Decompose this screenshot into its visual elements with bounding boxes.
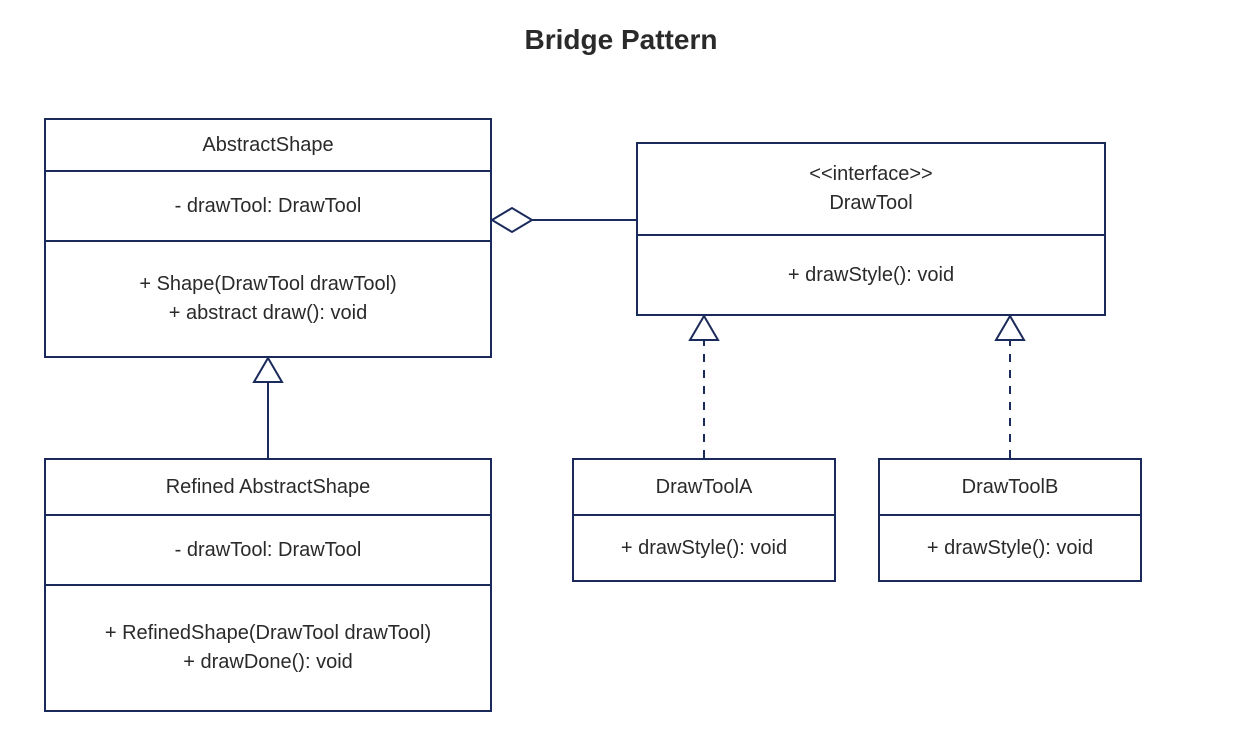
class-title: AbstractShape [202,131,333,160]
class-title: Refined AbstractShape [166,473,371,502]
connector-realization-a [690,316,718,458]
triangle-arrow-icon [690,316,718,340]
class-operation: + drawStyle(): void [788,261,954,290]
class-operation: + drawStyle(): void [927,534,1093,563]
connector-generalization [254,358,282,458]
diamond-icon [492,208,532,232]
class-draw-tool-a: DrawToolA + drawStyle(): void [572,458,836,582]
class-draw-tool-b: DrawToolB + drawStyle(): void [878,458,1142,582]
triangle-arrow-icon [996,316,1024,340]
class-operation: + abstract draw(): void [169,299,367,328]
class-draw-tool: <<interface>> DrawTool + drawStyle(): vo… [636,142,1106,316]
class-title: DrawTool [829,189,912,218]
class-attribute: - drawTool: DrawTool [175,536,362,565]
connector-realization-b [996,316,1024,458]
connector-aggregation [492,208,636,232]
class-refined-abstract-shape: Refined AbstractShape - drawTool: DrawTo… [44,458,492,712]
class-stereotype: <<interface>> [809,160,932,189]
class-operation: + drawStyle(): void [621,534,787,563]
class-attribute: - drawTool: DrawTool [175,192,362,221]
class-operation: + RefinedShape(DrawTool drawTool) [105,619,431,648]
class-title: DrawToolA [656,473,753,502]
class-title: DrawToolB [962,473,1059,502]
class-operation: + Shape(DrawTool drawTool) [139,270,396,299]
class-operation: + drawDone(): void [183,648,353,677]
diagram-title: Bridge Pattern [0,24,1242,56]
class-abstract-shape: AbstractShape - drawTool: DrawTool + Sha… [44,118,492,358]
triangle-arrow-icon [254,358,282,382]
